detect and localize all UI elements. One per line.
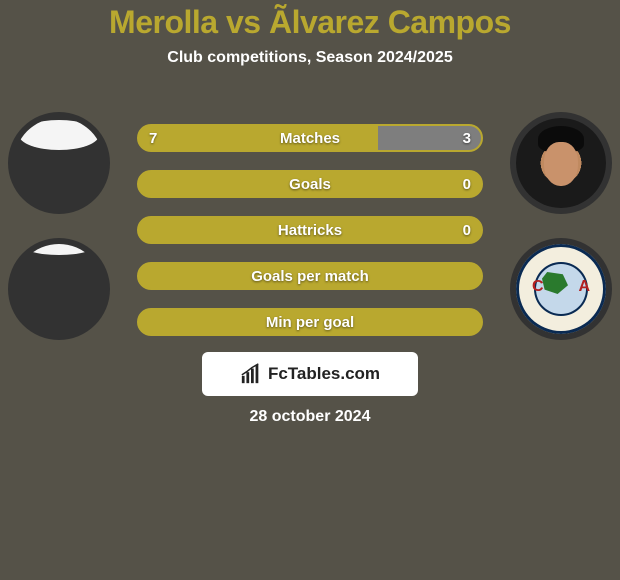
stat-bar: Matches7 3: [137, 124, 483, 152]
infographic-content: Merolla vs Ãlvarez Campos Club competiti…: [0, 0, 620, 442]
right-club-avatar: C A: [510, 238, 612, 340]
avatar-inner: [516, 118, 606, 208]
bar-label: Goals per match: [139, 264, 481, 288]
bar-label: Matches: [139, 126, 481, 150]
bar-value-right: 0: [463, 218, 471, 242]
club-letter-a: A: [578, 278, 590, 296]
bar-value-right: 3: [463, 126, 471, 150]
avatar-inner: C A: [516, 244, 606, 334]
avatar-inner: [14, 118, 104, 208]
left-club-avatar: [8, 238, 110, 340]
placeholder-icon: [19, 244, 99, 255]
stat-bar: Hattricks0: [137, 216, 483, 244]
stat-bar: Goals0: [137, 170, 483, 198]
bar-label: Min per goal: [139, 310, 481, 334]
club-logo-icon: C A: [516, 244, 606, 334]
bar-value-right: 0: [463, 172, 471, 196]
right-player-avatar: [510, 112, 612, 214]
stat-bars: Matches73Goals0Hattricks0Goals per match…: [137, 124, 483, 354]
stat-bar: Goals per match: [137, 262, 483, 290]
left-player-avatar: [8, 112, 110, 214]
bars-chart-icon: [240, 363, 262, 385]
bar-label: Goals: [139, 172, 481, 196]
subtitle: Club competitions, Season 2024/2025: [0, 49, 620, 67]
date-label: 28 october 2024: [0, 408, 620, 426]
page-title: Merolla vs Ãlvarez Campos: [0, 4, 620, 41]
club-letter-c: C: [532, 278, 544, 296]
bar-label: Hattricks: [139, 218, 481, 242]
placeholder-icon: [19, 120, 99, 150]
avatar-inner: [14, 244, 104, 334]
player-face-icon: [516, 118, 606, 208]
footer-brand-text: FcTables.com: [268, 364, 380, 384]
footer-brand: FcTables.com: [202, 352, 418, 396]
bar-value-left: 7: [149, 126, 157, 150]
stat-bar: Min per goal: [137, 308, 483, 336]
